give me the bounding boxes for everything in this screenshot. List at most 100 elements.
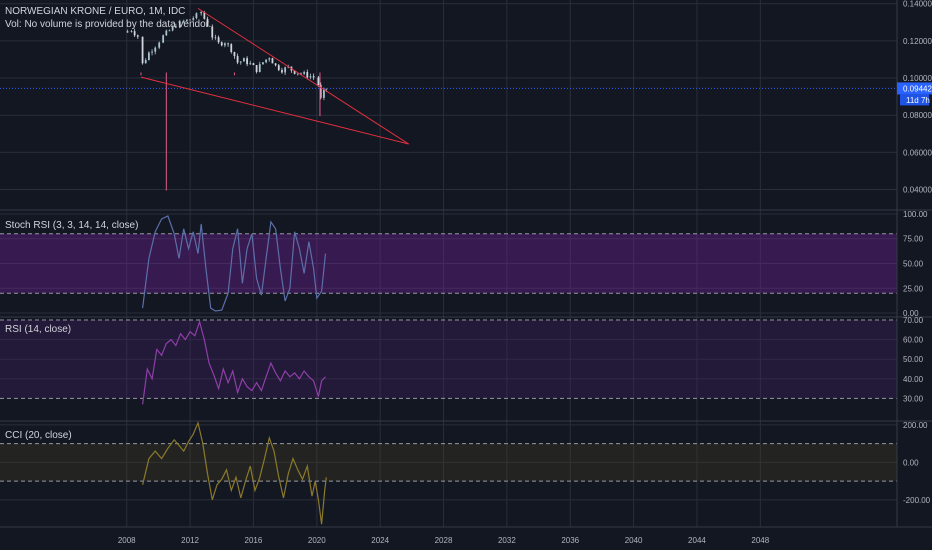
stoch-line: [142, 215, 327, 312]
candle-body: [249, 63, 252, 65]
candle-body: [274, 63, 277, 66]
candle-body: [130, 31, 133, 32]
main-legend: NORWEGIAN KRONE / EURO, 1M, IDC Vol: No …: [5, 5, 211, 31]
candle-body: [293, 70, 296, 74]
candle-body: [195, 13, 198, 19]
trendlines: [140, 7, 409, 145]
candle-body: [265, 59, 268, 63]
candle-body: [178, 21, 181, 28]
candle-body: [192, 18, 195, 20]
x-tick-label: 2012: [181, 536, 199, 545]
candle-body: [182, 20, 185, 22]
candle-body: [284, 67, 287, 73]
candle-body: [239, 61, 242, 63]
candle-body: [200, 12, 203, 14]
candle-body: [136, 35, 139, 37]
rsi-line: [142, 319, 326, 405]
candle-body: [220, 42, 223, 46]
falling-wedge-trendline: [140, 76, 409, 145]
candle-body: [303, 72, 306, 74]
candle-body: [233, 51, 236, 57]
candle-body: [147, 52, 150, 61]
volume-note: Vol: No volume is provided by the data v…: [5, 19, 212, 30]
stoch-tick-label: 0.00: [903, 309, 919, 318]
x-tick-label: 2028: [435, 536, 453, 545]
cci-band: [0, 443, 897, 482]
cci-tick-label: 200.00: [903, 421, 928, 430]
symbol-title[interactable]: NORWEGIAN KRONE / EURO, 1M, IDC: [5, 6, 186, 17]
candle-body: [217, 37, 220, 43]
stoch-rsi-legend[interactable]: Stoch RSI (3, 3, 14, 14, close): [5, 220, 139, 231]
candle-body: [236, 56, 239, 63]
candle-body: [151, 51, 153, 53]
cci-tick-label: -200.00: [903, 496, 931, 505]
price-tick-label: 0.14000: [903, 0, 932, 9]
candle-body: [258, 64, 261, 73]
candle-body: [252, 63, 255, 66]
candle-body: [171, 26, 174, 31]
price-tick-label: 0.12000: [903, 37, 932, 46]
cci-legend[interactable]: CCI (20, close): [5, 430, 72, 441]
candle-body: [224, 43, 226, 46]
candle-body: [281, 70, 283, 73]
last-price-label: 0.09442: [903, 84, 932, 93]
candle-body: [277, 65, 280, 71]
x-tick-label: 2040: [625, 536, 643, 545]
stoch-tick-label: 100.00: [903, 210, 928, 219]
rsi-legend[interactable]: RSI (14, close): [5, 324, 72, 335]
candle-body: [323, 89, 325, 98]
candle-body: [133, 31, 136, 36]
candle-body: [246, 58, 249, 65]
candle-body: [214, 37, 217, 39]
cci-line: [142, 420, 327, 525]
x-tick-label: 2044: [688, 536, 706, 545]
candle-body: [268, 58, 271, 60]
candle-body: [165, 30, 168, 36]
countdown-label: 11d 7h: [906, 96, 930, 105]
last-price-tag: [897, 82, 932, 95]
candle-body: [271, 58, 274, 64]
rsi-tick-label: 70.00: [903, 316, 924, 325]
candle-body: [203, 12, 206, 19]
chart-series: [0, 10, 897, 525]
candle-body: [319, 85, 322, 98]
price-tick-label: 0.10000: [903, 74, 932, 83]
candle-body: [317, 77, 320, 86]
candle-body: [306, 72, 309, 78]
x-tick-label: 2020: [308, 536, 326, 545]
x-tick-label: 2036: [561, 536, 579, 545]
candle-body: [141, 36, 144, 64]
candle-body: [300, 73, 302, 75]
candle-body: [255, 65, 258, 73]
cci-tick-label: 0.00: [903, 458, 919, 467]
price-tick-label: 0.04000: [903, 186, 932, 195]
candle-body: [312, 76, 315, 78]
candle-body: [227, 43, 229, 45]
rsi-tick-label: 50.00: [903, 355, 924, 364]
candle-body: [186, 19, 188, 21]
price-tick-label: 0.08000: [903, 111, 932, 120]
falling-wedge-trendline: [197, 7, 409, 145]
stoch-tick-label: 50.00: [903, 260, 924, 269]
candle-body: [206, 18, 209, 27]
candle-body: [230, 44, 233, 52]
candle-body: [154, 47, 157, 52]
candle-body: [325, 88, 328, 90]
x-tick-label: 2032: [498, 536, 516, 545]
candle-body: [309, 76, 312, 78]
candle-body: [296, 73, 299, 75]
candle-body: [174, 26, 177, 28]
rsi-tick-label: 60.00: [903, 336, 924, 345]
stoch-tick-label: 25.00: [903, 284, 924, 293]
candle-body: [126, 31, 129, 33]
x-tick-label: 2008: [118, 536, 136, 545]
candle-body: [168, 30, 171, 32]
candle-body: [243, 58, 245, 62]
rsi-band: [0, 319, 897, 399]
price-tick-label: 0.06000: [903, 148, 932, 157]
candle-body: [162, 35, 165, 43]
candle-body: [189, 19, 191, 21]
candle-body: [211, 26, 214, 38]
